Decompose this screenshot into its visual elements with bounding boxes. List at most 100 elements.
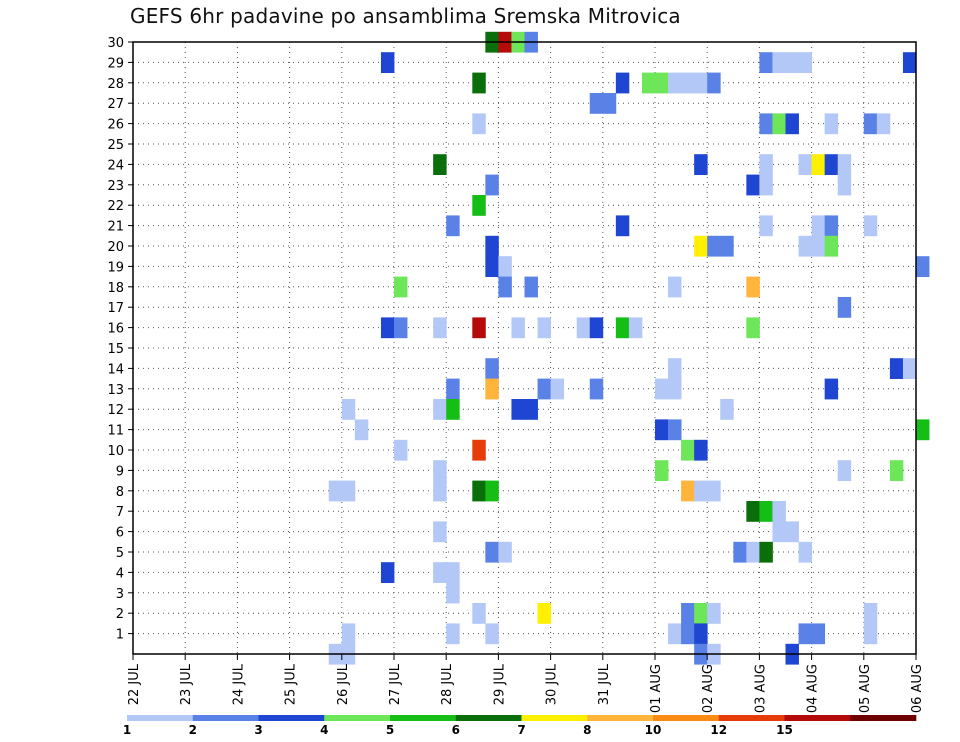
heatmap-cell	[628, 317, 643, 339]
heatmap-cell	[433, 480, 447, 502]
heatmap-cell	[759, 541, 773, 563]
heatmap-cell	[798, 235, 812, 257]
heatmap-cell	[668, 419, 682, 441]
x-tick-label: 06 AUG	[910, 664, 925, 713]
heatmap-cell	[681, 480, 695, 502]
y-tick-label: 13	[107, 383, 124, 398]
colorbar-swatch	[390, 715, 457, 721]
heatmap-cell	[772, 501, 786, 522]
heatmap-cell	[524, 399, 538, 420]
heatmap-cell	[837, 174, 852, 196]
heatmap-cell	[707, 72, 721, 94]
heatmap-cell	[589, 378, 604, 400]
heatmap-cell	[863, 113, 878, 135]
heatmap-cell	[446, 562, 460, 583]
y-tick-label: 26	[107, 118, 124, 133]
heatmap-cell	[837, 297, 852, 318]
heatmap-cell	[394, 317, 408, 339]
x-tick-label: 25 JUL	[284, 663, 299, 705]
heatmap-cell	[433, 399, 447, 420]
heatmap-cell	[550, 378, 565, 400]
heatmap-cell	[433, 460, 447, 481]
heatmap-cell	[354, 419, 369, 441]
heatmap-cell	[707, 480, 721, 502]
heatmap-cell	[863, 215, 878, 237]
y-tick-label: 16	[107, 322, 124, 337]
y-tick-label: 15	[107, 342, 124, 357]
heatmap-cell	[863, 623, 878, 645]
heatmap-cell	[694, 623, 708, 645]
heatmap-cell	[811, 623, 826, 645]
y-tick-label: 9	[116, 464, 124, 479]
x-tick-label: 29 JUL	[492, 663, 507, 705]
heatmap-cell	[824, 113, 839, 135]
heatmap-cell	[485, 378, 499, 400]
y-tick-label: 24	[107, 158, 124, 173]
colorbar-swatch	[521, 715, 588, 721]
y-tick-label: 25	[107, 138, 124, 153]
colorbar-level-label: 15	[776, 723, 793, 737]
colorbar-level-label: 7	[517, 723, 525, 737]
heatmap-cell	[537, 317, 551, 339]
x-tick-label: 24 JUL	[231, 663, 246, 705]
heatmap-cell	[863, 603, 878, 624]
colorbar-level-label: 10	[645, 723, 662, 737]
heatmap-cell	[889, 460, 904, 481]
heatmap-cell	[694, 439, 708, 461]
x-tick-label: 03 AUG	[753, 664, 768, 713]
heatmap-cell	[380, 317, 395, 339]
heatmap-cell	[785, 521, 799, 543]
heatmap-cell	[433, 562, 447, 583]
heatmap-cell	[655, 419, 669, 441]
heatmap-cell	[694, 603, 708, 624]
heatmap-cell	[759, 113, 773, 135]
colorbar-level-label: 8	[583, 723, 591, 737]
y-tick-label: 10	[107, 444, 124, 459]
heatmap-cell	[655, 378, 669, 400]
heatmap-cell	[889, 358, 904, 379]
colorbar-swatch	[587, 715, 654, 721]
heatmap-cell	[655, 460, 669, 481]
heatmap-cell	[328, 480, 343, 502]
heatmap-cell	[772, 521, 786, 543]
y-tick-label: 1	[116, 628, 124, 643]
colorbar-level-label: 4	[320, 723, 328, 737]
heatmap-cell	[694, 480, 708, 502]
heatmap-cell	[720, 399, 734, 420]
heatmap-cell	[746, 317, 760, 339]
colorbar-swatch	[324, 715, 391, 721]
grid-layer	[133, 41, 916, 654]
y-tick-label: 27	[107, 97, 124, 112]
colorbar-swatch	[784, 715, 851, 721]
heatmap-cell	[798, 52, 812, 73]
x-tick-label: 23 JUL	[179, 663, 194, 705]
y-tick-label: 19	[107, 260, 124, 275]
heatmap-cell	[615, 317, 630, 339]
heatmap-cell	[485, 256, 499, 277]
heatmap-cell	[811, 215, 826, 237]
heatmap-cell	[668, 276, 682, 298]
heatmap-cell	[341, 623, 356, 645]
heatmap-cell	[694, 154, 708, 175]
heatmap-cell	[472, 439, 486, 461]
y-tick-label: 30	[107, 36, 124, 51]
heatmap-cell	[902, 52, 917, 73]
heatmap-cell	[485, 174, 499, 196]
heatmap-cell	[707, 235, 721, 257]
heatmap-cell	[746, 174, 760, 196]
heatmap-cell	[537, 378, 551, 400]
heatmap-cell	[433, 154, 447, 175]
heatmap-cell	[759, 52, 773, 73]
heatmap-cell	[576, 317, 591, 339]
heatmap-cell	[433, 317, 447, 339]
heatmap-cell	[446, 215, 460, 237]
y-tick-label: 12	[107, 403, 124, 418]
heatmap-cell	[511, 317, 525, 339]
colorbar-level-label: 12	[710, 723, 727, 737]
heatmap-cell	[472, 317, 486, 339]
heatmap-cell	[485, 623, 499, 645]
heatmap-cell	[785, 52, 799, 73]
heatmap-cell	[394, 276, 408, 298]
x-tick-label: 26 JUL	[336, 663, 351, 705]
